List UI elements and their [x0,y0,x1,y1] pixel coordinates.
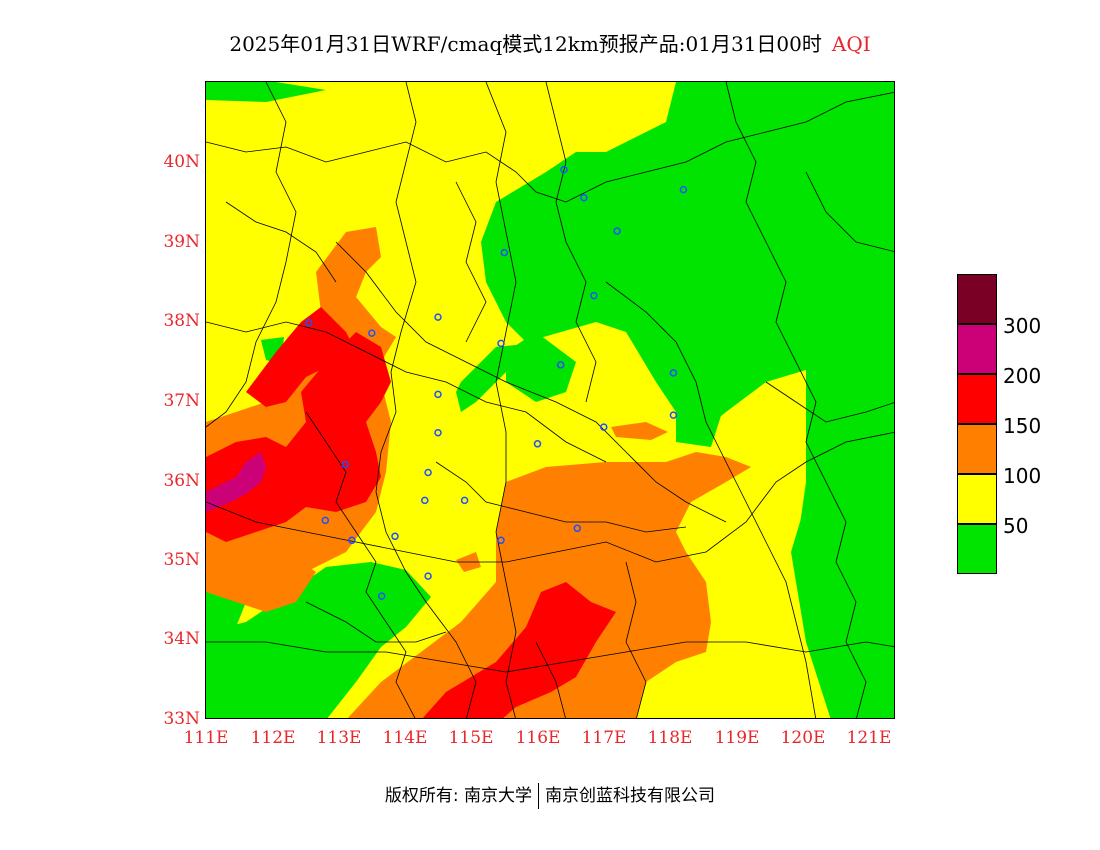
station-marker [421,496,429,505]
lon-label-111: 111E [183,728,229,748]
station-marker [321,516,330,525]
lat-label-34: 34N [163,629,200,649]
station-marker [497,536,505,545]
lon-label-112: 112E [250,728,296,748]
lon-label-118: 118E [647,728,693,748]
station-marker [613,227,621,235]
station-marker [669,369,678,377]
zone-green-north [206,82,326,102]
lon-label-113: 113E [316,728,362,748]
station-marker [368,329,376,337]
zone-orange-shandong [611,422,668,440]
station-marker [580,193,588,202]
station-marker [434,313,442,321]
zone-green-hebei-strip [456,344,526,412]
legend-swatch-50-100 [957,474,997,524]
station-marker [341,460,349,469]
zone-magenta-west [206,452,266,512]
legend-swatch-300plus [957,274,997,324]
lat-label-36: 36N [163,471,200,491]
station-marker [305,318,313,327]
lat-label-40: 40N [163,152,200,172]
station-markers [305,165,688,600]
zone-red-west-band [246,307,356,407]
admin-boundaries [206,82,894,718]
lat-label-38: 38N [163,311,200,331]
zone-orange-southwest-lobe [231,542,316,612]
lon-label-116: 116E [515,728,561,748]
station-marker [556,361,565,369]
footer-company: 南京创蓝科技有限公司 [545,786,716,806]
station-marker [460,496,469,505]
station-marker [560,165,568,174]
legend-label-200: 200 [1003,364,1042,388]
zone-orange-south [347,452,751,718]
station-marker [348,536,356,545]
station-marker [434,390,442,399]
station-marker [590,291,598,300]
page-title: 2025年01月31日WRF/cmaq模式12km预报产品:01月31日00时 A… [0,28,1100,57]
title-main: 2025年01月31日WRF/cmaq模式12km预报产品:01月31日00时 [229,32,822,56]
lon-label-115: 115E [448,728,494,748]
lon-label-117: 117E [581,728,627,748]
legend-swatch-200-300 [957,324,997,374]
legend-swatch-150-200 [957,374,997,424]
station-marker [600,423,608,431]
lat-label-37: 37N [163,391,200,411]
footer: 版权所有: 南京大学 南京创蓝科技有限公司 [0,781,1100,809]
station-marker [533,440,542,448]
lon-label-121: 121E [846,728,892,748]
legend-swatch-0-50 [957,524,997,574]
zone-green-tianjin [506,332,576,402]
station-marker [497,339,505,348]
lat-label-33: 33N [163,709,200,729]
legend-label-300: 300 [1003,314,1042,338]
zone-red-west [206,332,391,542]
station-marker [424,468,432,477]
legend-label-50: 50 [1003,514,1029,538]
station-marker [573,524,582,533]
zone-green-southwest [206,562,431,718]
title-variable: AQI [831,32,871,56]
zone-green-east-bay [676,400,726,447]
lat-label-35: 35N [163,550,200,570]
aqi-map [205,81,895,719]
zone-green-northeast [481,82,894,718]
station-marker [669,411,678,419]
lat-label-39: 39N [163,232,200,252]
map-canvas [206,82,894,718]
lon-label-120: 120E [780,728,826,748]
aqi-legend [957,274,997,575]
footer-separator [538,783,540,809]
station-marker [424,572,432,580]
footer-copyright: 版权所有: 南京大学 [384,786,533,806]
lon-label-119: 119E [714,728,760,748]
zone-red-south [422,582,616,718]
zone-green-east-coast [796,313,894,718]
legend-label-100: 100 [1003,464,1042,488]
station-marker [377,592,386,600]
legend-label-150: 150 [1003,414,1042,438]
lon-label-114: 114E [382,728,428,748]
station-marker [679,185,688,194]
station-marker [391,532,399,541]
station-marker [500,248,509,257]
station-marker [434,428,442,437]
legend-swatch-100-150 [957,424,997,474]
